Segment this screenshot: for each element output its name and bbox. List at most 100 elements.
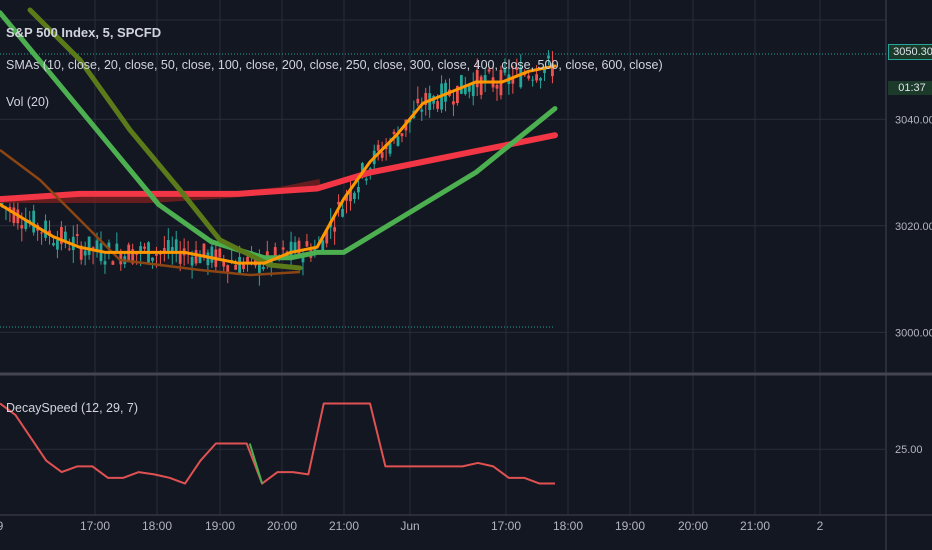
candle-body [190, 256, 194, 266]
candle-body [483, 75, 487, 82]
x-tick-label: 17:00 [491, 519, 521, 533]
candle-body [301, 254, 305, 263]
x-tick-label: 2 [817, 519, 824, 533]
candle-body [479, 76, 483, 95]
candle-body [444, 82, 447, 102]
decay-speed-green-segment [248, 443, 264, 484]
last-price-label: 3050.30 [888, 44, 932, 60]
candle-body [174, 239, 178, 252]
candle-body [198, 254, 202, 264]
candle-body [60, 226, 63, 244]
candle-body [543, 68, 546, 73]
candle-body [281, 247, 285, 250]
candle-body [0, 202, 4, 205]
candle-body [131, 249, 135, 264]
y-tick-label: 3040.00 [895, 114, 932, 126]
decay-legend[interactable]: DecaySpeed (12, 29, 7) [6, 401, 139, 415]
y-tick-label: 25.00 [895, 444, 923, 456]
candle-body [151, 257, 154, 261]
candle-body [527, 75, 531, 79]
candle-body [32, 210, 36, 233]
sma-brown-line [0, 149, 301, 277]
sma-darkgreen-line [27, 7, 303, 271]
candle-body [535, 74, 538, 81]
candle-body [44, 220, 47, 238]
candle-body [380, 152, 384, 158]
candle-body [400, 133, 404, 137]
candle-body [226, 265, 230, 274]
candle-body [56, 239, 59, 250]
candle-body [87, 236, 91, 255]
x-tick-label: 19:00 [615, 519, 645, 533]
candle-body [166, 239, 170, 254]
candle-body [341, 209, 344, 217]
candle-body [416, 98, 420, 104]
candle-body [24, 220, 28, 229]
candle-body [420, 109, 424, 112]
sma-legend[interactable]: SMAs (10, close, 20, close, 50, close, 1… [6, 58, 663, 72]
candle-body [155, 254, 158, 256]
candle-body [111, 261, 115, 265]
candle-body [162, 248, 166, 253]
candle-body [333, 227, 337, 232]
chart-title[interactable]: S&P 500 Index, 5, SPCFD [6, 25, 162, 40]
candle-body [487, 69, 491, 72]
candle-body [40, 232, 43, 234]
candle-body [297, 240, 301, 256]
candle-body [376, 144, 380, 151]
candle-body [238, 257, 241, 274]
candle-body [258, 257, 261, 273]
candle-body [392, 131, 396, 135]
candle-body [349, 189, 352, 202]
candle-body [95, 240, 99, 252]
decay-speed-line [0, 402, 555, 485]
x-tick-label: 17:00 [80, 519, 110, 533]
candle-body [523, 74, 527, 76]
candle-body [222, 260, 226, 267]
candle-body [305, 241, 309, 247]
candle-body [103, 261, 107, 265]
candle-body [242, 262, 245, 269]
candle-body [261, 267, 265, 270]
x-tick-label: 20:00 [678, 519, 708, 533]
candle-body [531, 79, 535, 81]
candle-body [360, 163, 364, 175]
candle-body [143, 246, 146, 249]
x-tick-label: 21:00 [740, 519, 770, 533]
candle-body [202, 243, 206, 256]
sma-orange-line [0, 64, 557, 265]
candle-body [20, 225, 24, 229]
candle-body [539, 78, 542, 81]
candle-body [83, 250, 87, 256]
y-tick-label: 3000.00 [895, 327, 932, 339]
candle-body [194, 250, 198, 264]
candle-body [115, 243, 119, 252]
candle-body [119, 252, 123, 265]
candle-body [67, 248, 71, 250]
candle-body [551, 63, 554, 77]
candle-body [325, 229, 329, 244]
candle-body [293, 242, 297, 254]
candle-body [467, 85, 471, 92]
x-tick-label: Jun [400, 519, 419, 533]
candle-body [364, 178, 368, 181]
candle-body [471, 81, 475, 97]
candle-body [52, 243, 55, 246]
y-tick-label: 3020.00 [895, 221, 932, 233]
candle-body [273, 247, 277, 257]
x-tick-label: 18:00 [553, 519, 583, 533]
candle-body [12, 207, 16, 223]
candle-body [456, 85, 459, 104]
vol-legend[interactable]: Vol (20) [6, 95, 50, 109]
candle-body [321, 240, 325, 254]
candle-body [170, 247, 174, 253]
candle-body [63, 231, 67, 243]
x-tick-label: 9 [0, 519, 4, 533]
bar-countdown-label: 01:37 [888, 81, 932, 95]
candle-body [495, 84, 499, 89]
candle-body [79, 245, 83, 260]
candle-body [353, 192, 356, 200]
candle-body [139, 246, 142, 254]
